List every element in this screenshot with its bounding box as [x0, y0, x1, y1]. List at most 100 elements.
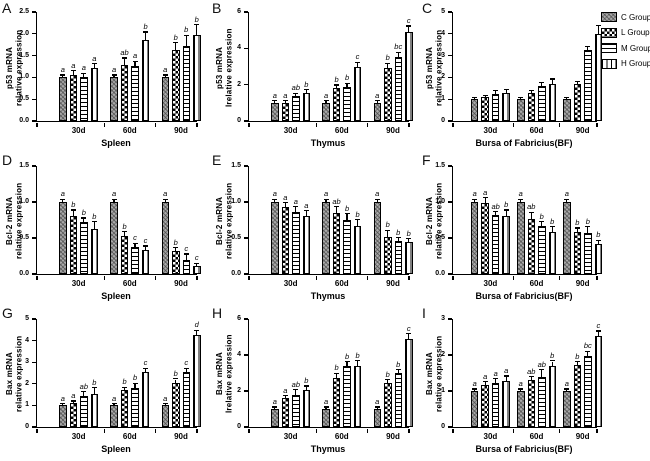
error-bar	[284, 203, 286, 208]
error-bar-cap	[334, 205, 340, 208]
panel-letter: I	[422, 305, 426, 321]
error-bar	[175, 43, 177, 50]
error-bar-cap	[303, 210, 309, 212]
y-tick-label: 0.0	[231, 270, 241, 277]
y-axis-label-line: Bax mRNA	[5, 352, 14, 396]
significance-letter: b	[81, 208, 86, 218]
bar-l-60d	[527, 380, 536, 427]
significance-letter: a	[483, 371, 488, 381]
significance-letter: b	[596, 230, 601, 240]
error-bar-cap	[344, 361, 350, 363]
error-bar	[274, 199, 276, 202]
bar-h-30d	[502, 380, 510, 427]
plot-area: 0 2 4 6 a a ab b 30d a b b c 60d a b bc c 90d	[237, 8, 413, 135]
x-tick-label: 30d	[483, 126, 498, 135]
y-tick-label: 2	[237, 80, 241, 88]
error-bar	[72, 401, 74, 404]
x-tick-label: 90d	[386, 432, 400, 441]
error-bar	[541, 82, 543, 87]
significance-letter: b	[122, 221, 127, 231]
y-axis-label: p53 mRNA relative expression	[5, 8, 24, 127]
error-bar-cap	[143, 367, 149, 369]
error-bar	[93, 388, 95, 394]
y-axis-label-line: Irelative expression	[224, 28, 234, 107]
y-tick-mark	[31, 201, 36, 203]
bar-l-90d	[384, 382, 392, 427]
bar-m-90d	[584, 50, 592, 121]
error-bar	[387, 380, 389, 383]
significance-letter: b	[194, 14, 199, 24]
bar-l-30d	[69, 216, 78, 274]
error-bar	[335, 373, 338, 378]
significance-letter: b	[344, 203, 350, 213]
y-tick-label: 3	[441, 51, 445, 59]
bar-m-90d	[182, 259, 190, 274]
bar-c-60d	[517, 202, 525, 274]
legend: C Group L Group M Group H Group	[601, 12, 650, 74]
error-bar	[123, 387, 126, 391]
legend-label: L Group	[621, 28, 650, 37]
error-bar	[93, 222, 95, 229]
y-axis-label: p53 mRNA relative expression	[425, 8, 444, 127]
error-bar	[134, 61, 136, 67]
significance-letter: b	[304, 376, 309, 385]
error-bar	[83, 392, 85, 396]
error-bar	[520, 199, 522, 202]
error-bar-cap	[60, 74, 66, 76]
y-tick-label: 2	[25, 379, 29, 387]
error-bar-cap	[60, 198, 66, 200]
x-boundary-tick	[512, 275, 515, 280]
significance-letter: a	[323, 90, 329, 100]
error-bar-cap	[574, 361, 580, 363]
error-bar-cap	[143, 31, 149, 33]
bar-m-30d	[491, 214, 500, 274]
bar-c-60d	[322, 202, 330, 274]
error-bar	[284, 396, 286, 399]
y-tick-label: 0	[25, 423, 29, 430]
error-bar	[530, 90, 532, 93]
error-bar-cap	[334, 372, 340, 374]
y-axis-label-line: p53 mRNA	[425, 46, 434, 89]
significance-letter: b	[504, 200, 509, 210]
x-boundary-tick	[196, 275, 198, 280]
bar-h-60d	[141, 40, 150, 121]
y-tick-label: 1.5	[19, 162, 29, 169]
bar-m-30d	[292, 212, 300, 274]
y-tick-mark	[243, 354, 248, 356]
y-tick-mark	[447, 273, 452, 275]
significance-letter: b	[344, 73, 350, 83]
significance-letter: a	[163, 393, 168, 403]
error-bar-cap	[70, 70, 76, 72]
y-tick-label: 3	[441, 315, 445, 322]
y-tick-label: 1.5	[435, 162, 445, 169]
error-bar	[123, 58, 126, 66]
y-tick-label: 1.0	[231, 198, 241, 205]
error-bar-cap	[493, 377, 499, 380]
error-bar-cap	[81, 72, 87, 74]
error-bar	[376, 407, 378, 409]
error-bar	[356, 62, 359, 68]
x-boundary-tick	[36, 428, 38, 433]
y-tick-label: 0.0	[435, 270, 445, 277]
error-bar-cap	[395, 236, 401, 238]
significance-letter: a	[504, 366, 509, 376]
x-boundary-tick	[248, 428, 250, 433]
significance-letter: a	[483, 187, 488, 197]
x-boundary-tick	[408, 122, 410, 127]
bar-h-90d	[405, 338, 413, 427]
bar-l-60d	[120, 390, 129, 427]
error-bar-cap	[585, 226, 591, 228]
x-boundary-tick	[154, 122, 156, 127]
significance-letter: a	[518, 379, 523, 389]
error-bar	[551, 79, 553, 84]
bar-h-30d	[502, 215, 510, 274]
y-axis-label-line: relative expression	[14, 29, 24, 106]
error-bar	[484, 95, 486, 98]
significance-letter: b	[385, 369, 390, 379]
error-bar-cap	[564, 97, 570, 99]
error-bar	[530, 212, 532, 220]
x-tick-label: 30d	[71, 279, 86, 288]
significance-letter: a	[283, 192, 288, 202]
significance-letter: c	[184, 358, 189, 368]
